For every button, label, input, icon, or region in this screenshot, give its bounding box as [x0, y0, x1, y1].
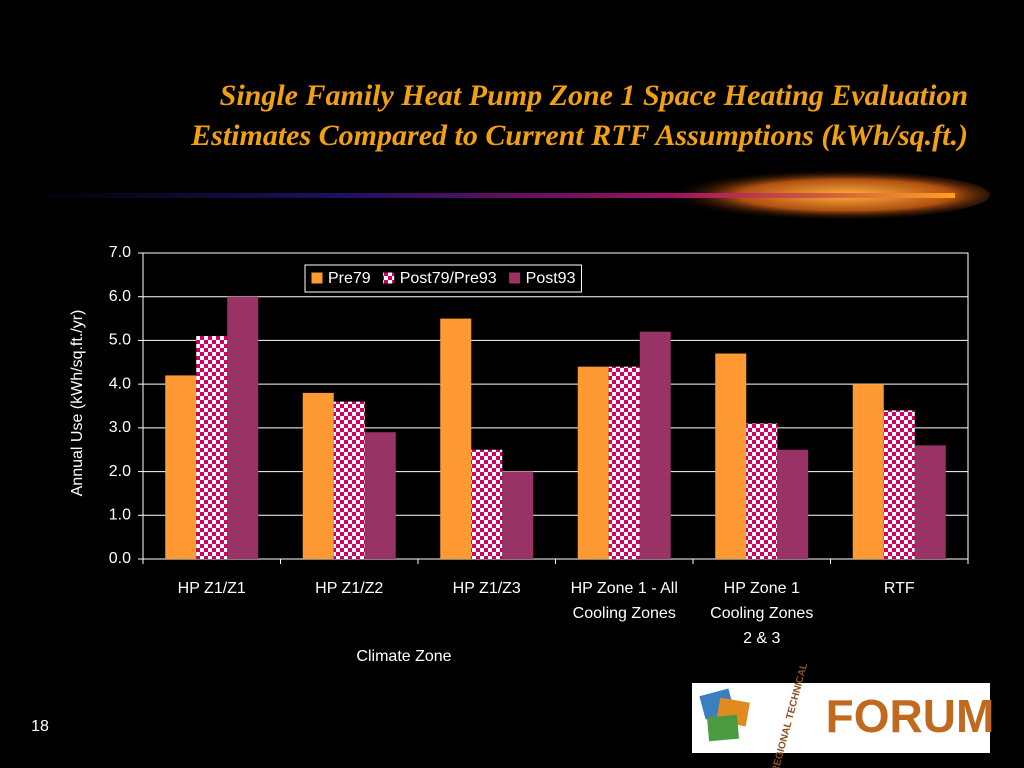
bar — [196, 336, 228, 559]
x-axis-label: Climate Zone — [356, 648, 451, 665]
y-axis-label: Annual Use (kWh/sq.ft./yr) — [69, 310, 86, 497]
plot-border — [142, 252, 969, 560]
bar — [165, 375, 197, 559]
logo-text: FORUM — [826, 690, 995, 742]
x-tick-label: HP Z1/Z2 — [315, 580, 384, 597]
legend-label: Pre79 — [328, 270, 371, 287]
bar — [577, 366, 609, 559]
y-tick-label: 7.0 — [109, 244, 131, 261]
x-tick-label: HP Z1/Z1 — [177, 580, 246, 597]
legend-label: Post93 — [526, 270, 576, 287]
bar — [302, 392, 334, 559]
bar — [746, 423, 778, 559]
y-tick-label: 6.0 — [109, 288, 131, 305]
bar — [608, 366, 640, 559]
bar — [777, 449, 809, 559]
y-tick-label: 4.0 — [109, 375, 131, 392]
bar — [639, 331, 671, 559]
bar — [471, 449, 503, 559]
legend-swatch — [310, 271, 324, 285]
y-tick-label: 5.0 — [109, 332, 131, 349]
bar — [715, 353, 747, 559]
legend-swatch — [508, 271, 522, 285]
legend: Pre79 Post79/Pre93 Post93 — [304, 264, 582, 293]
logo: REGIONAL TECHNICAL FORUM — [692, 662, 994, 768]
y-tick-label: 3.0 — [109, 419, 131, 436]
bar — [502, 471, 534, 559]
legend-box — [304, 264, 582, 293]
bar — [914, 445, 946, 559]
legend-label: Post79/Pre93 — [400, 270, 497, 287]
bar — [440, 318, 472, 559]
y-tick-label: 1.0 — [109, 507, 131, 524]
title-line: Single Family Heat Pump Zone 1 Space Hea… — [220, 79, 968, 112]
title-line: Estimates Compared to Current RTF Assump… — [190, 119, 968, 152]
x-tick-label: HP Zone 1 - All Cooling Zones — [570, 580, 678, 622]
bar — [852, 384, 884, 559]
bar — [364, 432, 396, 559]
bar — [333, 401, 365, 559]
x-tick-label: HP Zone 1 Cooling Zones 2 & 3 — [710, 580, 814, 647]
decor-line — [20, 193, 955, 198]
x-tick-label: RTF — [883, 580, 915, 597]
legend-swatch — [382, 271, 396, 285]
y-tick-label: 0.0 — [109, 550, 131, 567]
logo-icon — [707, 714, 739, 742]
bar — [883, 410, 915, 559]
slide-number: 18 — [31, 718, 49, 735]
y-tick-label: 2.0 — [109, 463, 131, 480]
x-tick-label: HP Z1/Z3 — [452, 580, 521, 597]
bar — [227, 296, 259, 559]
